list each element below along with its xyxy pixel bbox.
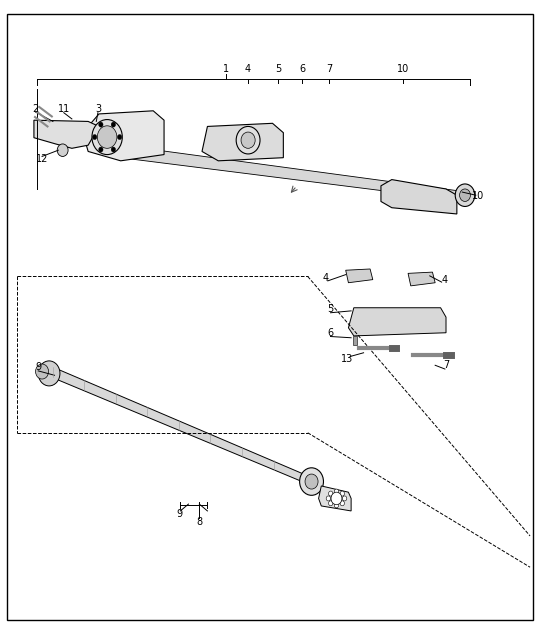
Polygon shape	[346, 269, 373, 283]
Circle shape	[38, 361, 60, 386]
Text: 13: 13	[341, 354, 354, 364]
Circle shape	[111, 147, 116, 152]
Circle shape	[334, 489, 338, 494]
Text: 9: 9	[176, 509, 182, 519]
Polygon shape	[202, 123, 283, 161]
Circle shape	[459, 189, 470, 202]
Polygon shape	[408, 272, 435, 286]
Text: 11: 11	[58, 104, 70, 114]
Circle shape	[329, 501, 333, 506]
Circle shape	[331, 492, 342, 505]
Circle shape	[236, 126, 260, 154]
Text: 4: 4	[323, 273, 329, 283]
Circle shape	[305, 474, 318, 489]
Text: 5: 5	[275, 64, 281, 74]
Circle shape	[117, 134, 122, 139]
Polygon shape	[348, 308, 446, 336]
Circle shape	[98, 126, 117, 148]
Circle shape	[329, 491, 333, 496]
Circle shape	[342, 496, 347, 501]
Circle shape	[92, 119, 122, 154]
Circle shape	[241, 132, 255, 148]
Text: 12: 12	[36, 154, 49, 164]
Circle shape	[340, 501, 344, 506]
Circle shape	[340, 491, 344, 496]
Text: 6: 6	[299, 64, 305, 74]
Polygon shape	[319, 486, 351, 511]
Polygon shape	[381, 180, 457, 214]
Bar	[353, 336, 357, 345]
Text: 10: 10	[397, 64, 409, 74]
Circle shape	[334, 503, 338, 508]
Polygon shape	[120, 145, 468, 202]
Circle shape	[326, 496, 330, 501]
Text: 1: 1	[223, 64, 229, 74]
Circle shape	[99, 147, 103, 152]
Text: 8: 8	[196, 517, 202, 526]
Text: 10: 10	[473, 192, 485, 202]
Text: 3: 3	[95, 104, 101, 114]
Circle shape	[35, 364, 49, 379]
Polygon shape	[34, 120, 99, 148]
Text: 2: 2	[32, 104, 39, 114]
Text: 7: 7	[443, 360, 449, 371]
Circle shape	[300, 468, 324, 495]
Text: 4: 4	[442, 274, 448, 284]
Circle shape	[93, 134, 97, 139]
Text: 4: 4	[245, 64, 251, 74]
Circle shape	[57, 144, 68, 156]
Circle shape	[455, 184, 475, 207]
Text: 5: 5	[328, 304, 334, 314]
Text: 7: 7	[326, 64, 332, 74]
Circle shape	[111, 122, 116, 127]
Text: 6: 6	[328, 328, 334, 338]
Polygon shape	[53, 367, 305, 483]
Circle shape	[99, 122, 103, 127]
Polygon shape	[83, 111, 164, 161]
Text: 9: 9	[35, 362, 41, 372]
